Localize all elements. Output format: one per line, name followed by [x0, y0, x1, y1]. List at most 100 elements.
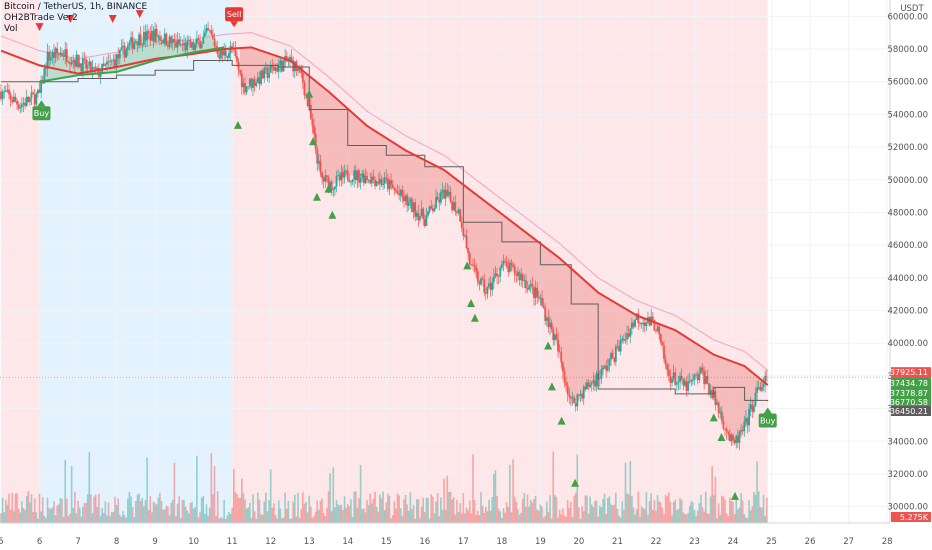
candle-body: [12, 96, 15, 103]
candle-body: [203, 32, 206, 37]
sell-signal-marker[interactable]: [108, 14, 117, 23]
candle-body: [579, 393, 582, 396]
candle-body: [131, 37, 134, 49]
candle-body: [430, 206, 433, 209]
candle-body: [724, 428, 726, 430]
volume-bar: [597, 516, 599, 523]
volume-bar: [342, 510, 344, 523]
sell-signal-marker[interactable]: [135, 10, 144, 19]
volume-bar: [712, 495, 715, 523]
volume-bar: [737, 509, 739, 523]
volume-bar: [746, 518, 749, 523]
volume-bar: [98, 493, 100, 523]
candle-body: [65, 49, 68, 62]
candle-body: [30, 92, 33, 98]
candle-body: [343, 170, 346, 178]
candle-body: [399, 189, 402, 196]
buy-signal-marker[interactable]: [312, 192, 321, 201]
buy-signal-marker[interactable]: [547, 382, 556, 391]
volume-bar: [236, 493, 238, 523]
buy-signal-marker[interactable]: [463, 261, 472, 270]
candle-body: [518, 272, 521, 281]
volume-bar: [412, 505, 415, 523]
volume-bar: [57, 504, 60, 523]
candle-body: [27, 96, 30, 102]
candle-body: [396, 191, 399, 194]
buy-signal-marker[interactable]: [557, 416, 566, 425]
buy-signal-marker[interactable]: [467, 298, 476, 307]
candle-body: [606, 365, 609, 371]
volume-bar: [377, 511, 380, 523]
volume-bar: [576, 454, 579, 523]
buy-signal-marker[interactable]: [730, 491, 739, 500]
candle-body: [212, 34, 214, 39]
buy-label-box[interactable]: [32, 106, 51, 121]
candle-body: [183, 42, 185, 46]
candle-body: [293, 61, 296, 72]
volume-bar: [682, 512, 685, 523]
volume-bar: [91, 513, 94, 523]
volume-title[interactable]: Vol: [4, 24, 18, 34]
volume-bar: [273, 503, 275, 523]
buy-signal-marker[interactable]: [544, 341, 553, 350]
candle-body: [417, 212, 420, 221]
candle-body: [682, 379, 685, 386]
buy-signal-marker[interactable]: [709, 413, 718, 422]
volume-bar: [494, 470, 497, 523]
indicator-title[interactable]: OH2BTrade Ver2: [4, 13, 78, 23]
candle-body: [409, 198, 412, 202]
volume-bar: [112, 512, 115, 523]
buy-signal-marker[interactable]: [305, 89, 314, 98]
volume-bar: [478, 515, 481, 523]
candle-body: [722, 421, 725, 429]
volume-bar: [661, 507, 664, 523]
buy-label-box[interactable]: [758, 413, 777, 428]
sell-label-box[interactable]: [225, 7, 244, 22]
candle-body: [566, 385, 569, 395]
volume-bar: [677, 508, 680, 523]
candle-body: [589, 384, 592, 387]
volume-bar: [348, 506, 351, 523]
buy-signal-marker[interactable]: [324, 184, 333, 193]
candle-body: [136, 41, 139, 46]
buy-signal-marker[interactable]: [233, 120, 242, 129]
volume-bar: [741, 500, 744, 523]
volume-bar: [557, 517, 559, 523]
candle-body: [25, 96, 28, 106]
candle-body: [64, 49, 67, 57]
volume-bar: [133, 517, 136, 523]
symbol-title[interactable]: Bitcoin / TetherUS, 1h, BINANCE: [4, 2, 148, 12]
buy-signal-marker[interactable]: [309, 137, 318, 146]
volume-bar: [476, 510, 479, 523]
candle-body: [459, 209, 462, 222]
candle-body: [584, 386, 587, 390]
volume-bar: [22, 507, 25, 523]
volume-bar: [30, 494, 33, 523]
volume-bar: [430, 494, 433, 523]
candle-body: [316, 149, 319, 164]
candle-body: [128, 42, 131, 46]
zone-sell-2: [232, 0, 768, 523]
volume-bar: [306, 512, 309, 523]
candle-body: [104, 64, 107, 66]
baseline-step-line: [1, 59, 769, 402]
candle-body: [75, 54, 78, 67]
buy-signal-marker[interactable]: [717, 433, 726, 442]
volume-bar: [481, 505, 484, 523]
candle-body: [744, 418, 747, 422]
volume-bar: [318, 509, 320, 523]
candle-body: [457, 209, 460, 214]
candle-body: [411, 198, 413, 212]
candle-body: [404, 195, 407, 202]
sell-signal-marker[interactable]: [66, 14, 75, 23]
volume-bar: [613, 504, 616, 523]
buy-signal-marker[interactable]: [470, 313, 479, 322]
volume-bar: [35, 512, 38, 523]
volume-bar: [16, 493, 18, 523]
buy-signal-marker[interactable]: [328, 210, 337, 219]
candle-body: [168, 36, 171, 47]
buy-signal-marker[interactable]: [571, 478, 580, 487]
sell-signal-marker[interactable]: [35, 23, 44, 32]
volume-bar: [8, 493, 10, 523]
